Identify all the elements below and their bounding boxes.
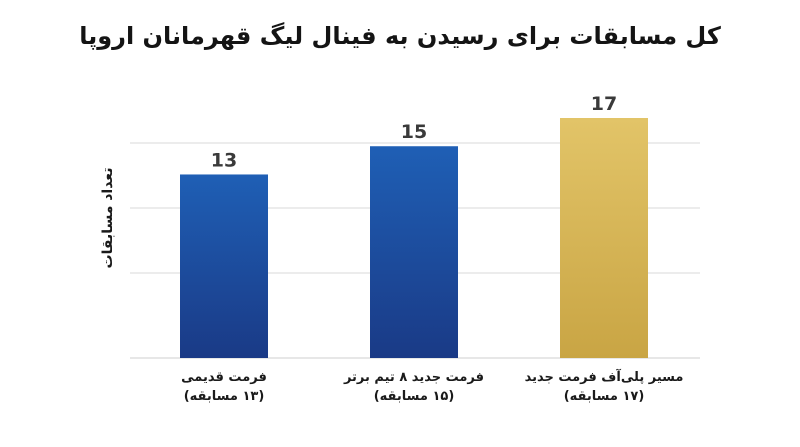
category-match-count: (۱۳ مسابقه): [183, 389, 265, 404]
bar-3: [560, 118, 648, 358]
category-match-count: (۱۵ مسابقه): [373, 389, 455, 404]
chart-title: کل مسابقات برای رسیدن به فینال لیگ قهرما…: [79, 22, 721, 50]
bar-value-label: 13: [211, 149, 237, 171]
category-name: فرمت قدیمی: [181, 370, 267, 385]
bar-value-label: 17: [591, 93, 617, 115]
bar-value-label: 15: [401, 121, 427, 143]
bar-1: [180, 174, 268, 358]
category-name: مسیر پلی‌آف فرمت جدید: [524, 370, 684, 385]
category-match-count: (۱۷ مسابقه): [563, 389, 645, 404]
category-label: مسیر پلی‌آف فرمت جدید (۱۷ مسابقه): [494, 368, 714, 406]
category-label: فرمت جدید ۸ تیم برتر (۱۵ مسابقه): [304, 368, 524, 406]
category-name: فرمت جدید ۸ تیم برتر: [343, 370, 485, 385]
bar-2: [370, 146, 458, 358]
category-label: فرمت قدیمی (۱۳ مسابقه): [114, 368, 334, 406]
